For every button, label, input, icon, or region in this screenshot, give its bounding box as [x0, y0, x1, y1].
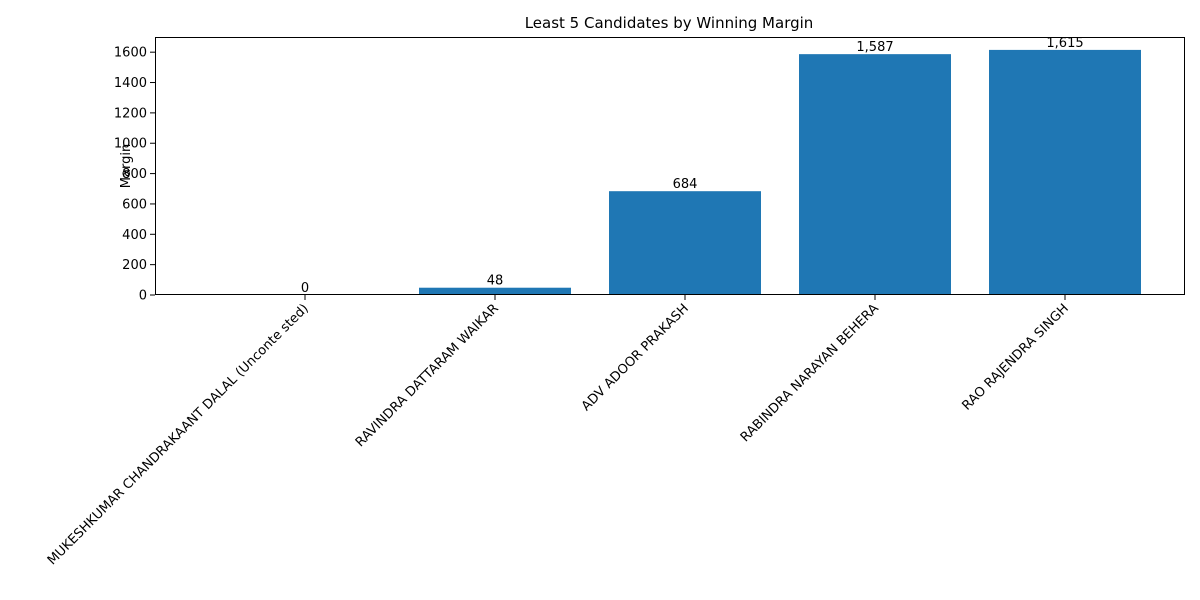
x-tick-label-5: RAO RAJENDRA SINGH	[959, 301, 1071, 413]
x-tick-label-2: RAVINDRA DATTARAM WAIKAR	[353, 301, 502, 450]
y-tick-label-5: 800	[122, 167, 147, 182]
bar-5	[989, 49, 1141, 296]
bar-4	[799, 54, 951, 295]
bar-3	[609, 191, 761, 295]
data-label-2: 48	[487, 274, 504, 289]
data-labels-layer: 0 48 684 1,587 1,615	[301, 36, 1084, 296]
data-label-4: 1,587	[856, 40, 893, 55]
x-axis: MUKESHKUMAR CHANDRAKAANT DALAL (Unconte …	[45, 295, 1072, 568]
y-tick-label-2: 200	[122, 258, 147, 273]
y-tick-label-3: 400	[122, 228, 147, 243]
y-tick-label-1: 0	[139, 289, 147, 304]
y-axis: 0 200 400 600 800 1000 1200 1400 1600	[114, 46, 155, 304]
data-label-1: 0	[301, 281, 309, 296]
x-tick-label-4: RABINDRA NARAYAN BEHERA	[738, 301, 882, 445]
x-tick-label-3: ADV ADOOR PRAKASH	[579, 301, 692, 414]
x-tick-label-1: MUKESHKUMAR CHANDRAKAANT DALAL (Unconte …	[45, 301, 312, 568]
y-tick-label-8: 1400	[114, 76, 147, 91]
chart-title: Least 5 Candidates by Winning Margin	[525, 14, 814, 32]
y-tick-label-7: 1200	[114, 106, 147, 121]
y-tick-label-6: 1000	[114, 137, 147, 152]
plot-frame	[155, 37, 1185, 295]
bars-layer	[419, 49, 1141, 296]
y-axis-label: Margin	[119, 144, 134, 188]
y-tick-label-9: 1600	[114, 46, 147, 61]
y-tick-label-4: 600	[122, 197, 147, 212]
data-label-5: 1,615	[1046, 36, 1083, 51]
data-label-3: 684	[673, 177, 698, 192]
bar-2	[419, 287, 571, 295]
